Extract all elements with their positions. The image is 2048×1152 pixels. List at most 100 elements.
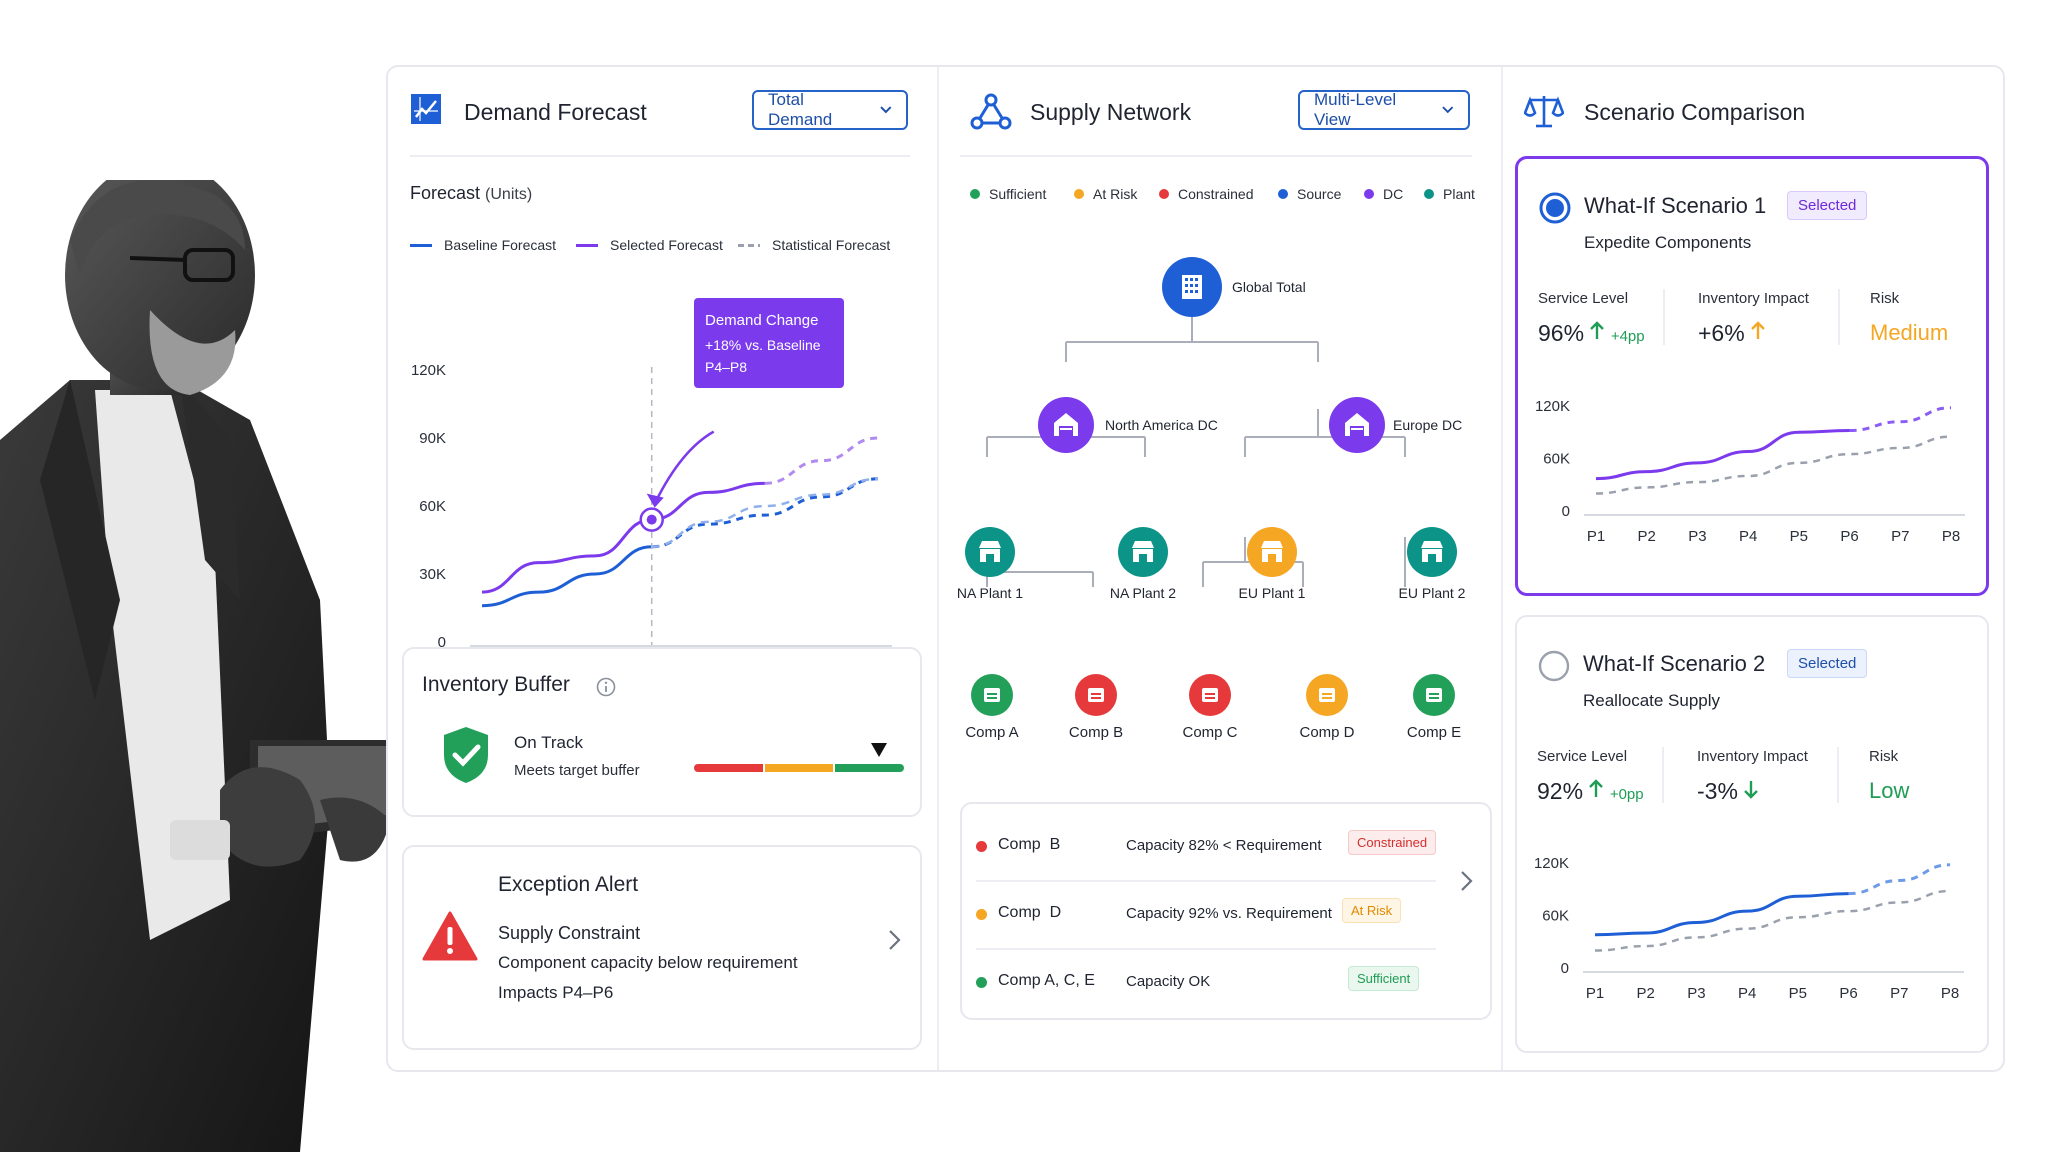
legend-constrained: Constrained	[1159, 186, 1254, 202]
status-dot	[976, 909, 987, 920]
exception-line2: Impacts P4–P6	[498, 983, 614, 1002]
node-compA-label: Comp A	[965, 724, 1019, 741]
gauge-marker-icon	[871, 743, 887, 757]
status-row-detail: Capacity 82% < Requirement	[1126, 837, 1322, 854]
node-compC-icon[interactable]	[1189, 674, 1231, 716]
chart-unit-text: (Units)	[485, 186, 533, 203]
total-demand-dropdown[interactable]: Total Demand	[752, 90, 908, 130]
node-na2-icon[interactable]	[1118, 527, 1168, 577]
node-eu1-label: EU Plant 1	[1238, 585, 1306, 601]
node-eu2-icon[interactable]	[1407, 527, 1457, 577]
x-tick-label: P1	[1587, 528, 1605, 545]
series-line-projection	[651, 477, 879, 549]
x-tick-label: P2	[1638, 528, 1656, 545]
scenario-chart: 0 60K 120K P1 P2 P3 P4 P5 P6 P7 P8	[1535, 398, 1965, 545]
series-line	[481, 481, 765, 594]
arrow-up-icon	[1751, 321, 1765, 339]
info-icon[interactable]	[596, 677, 616, 697]
x-tick-label: P4	[1738, 985, 1756, 1002]
node-na1-icon[interactable]	[965, 527, 1015, 577]
node-eu_dc-icon[interactable]	[1329, 397, 1385, 453]
exception-heading: Supply Constraint	[498, 923, 641, 943]
selected-badge: Selected	[1787, 649, 1868, 678]
demand-change-callout: Demand Change +18% vs. Baseline P4–P8	[694, 298, 844, 388]
y-tick-label: 60K	[419, 498, 446, 515]
node-eu1-icon[interactable]	[1247, 527, 1297, 577]
node-compD-icon[interactable]	[1306, 674, 1348, 716]
x-tick-label: P8	[1941, 985, 1959, 1002]
node-na1-label: NA Plant 1	[956, 585, 1024, 601]
multi-level-view-dropdown[interactable]: Multi-Level View	[1298, 90, 1470, 130]
inventory-status: On Track	[514, 733, 583, 752]
inventory-sub: Meets target buffer	[514, 762, 640, 779]
x-tick-label: P4	[1739, 528, 1757, 545]
node-na2-label: NA Plant 2	[1109, 585, 1177, 601]
status-row[interactable]: Comp B Capacity 82% < Requirement Constrai…	[962, 830, 1442, 870]
scenario-name: What-If Scenario 1	[1584, 193, 1767, 218]
arrow-up-icon	[1590, 321, 1605, 339]
inventory-impact-label: Inventory Impact	[1697, 748, 1808, 765]
risk-value: Low	[1869, 778, 1910, 803]
y-tick-label: 30K	[419, 566, 446, 583]
callout-line2: P4–P8	[705, 359, 748, 375]
node-global-icon[interactable]	[1162, 257, 1222, 317]
x-tick-label: P1	[1586, 985, 1604, 1002]
node-compB-icon[interactable]	[1075, 674, 1117, 716]
node-compD-label: Comp D	[1299, 724, 1355, 741]
series-line-projection	[1595, 435, 1952, 495]
callout-arrowhead	[646, 493, 664, 508]
chevron-right-icon[interactable]	[1460, 870, 1474, 892]
scenario-card[interactable]: What-If Scenario 2 Selected Reallocate Sup…	[1515, 615, 1989, 1053]
y-tick-label: 0	[1561, 960, 1569, 977]
node-na_dc-icon[interactable]	[1038, 397, 1094, 453]
x-tick-label: P3	[1687, 985, 1705, 1002]
radio-selected-icon[interactable]	[1538, 191, 1572, 225]
inventory-impact-label: Inventory Impact	[1698, 290, 1809, 307]
dropdown-value: Multi-Level View	[1314, 90, 1397, 129]
supply-network-title: Supply Network	[1030, 99, 1192, 125]
inventory-buffer-title: Inventory Buffer	[422, 673, 570, 696]
service-level-value: 96% +4pp	[1538, 320, 1645, 346]
column-divider	[937, 67, 939, 1070]
service-level-value: 92% +0pp	[1537, 778, 1644, 804]
status-dot	[976, 841, 987, 852]
status-row-name: Comp D	[998, 904, 1062, 921]
inventory-impact-value: +6%	[1698, 320, 1765, 347]
x-tick-label: P5	[1789, 985, 1807, 1002]
service-level-label: Service Level	[1537, 748, 1628, 765]
y-tick-label: 60K	[1542, 908, 1569, 925]
legend-source: Source	[1278, 186, 1341, 202]
shield-check-icon	[444, 727, 488, 783]
node-global-label: Global Total	[1232, 279, 1306, 295]
status-row[interactable]: Comp D Capacity 92% vs. Requirement At Ris…	[962, 898, 1442, 938]
risk-label: Risk	[1869, 748, 1899, 765]
legend-at-risk: At Risk	[1074, 186, 1137, 202]
buffer-gauge	[694, 764, 905, 772]
highlight-point	[646, 514, 657, 525]
radio-unselected-icon[interactable]	[1537, 649, 1571, 683]
status-row[interactable]: Comp A, C, E Capacity OK Sufficient	[962, 966, 1442, 1006]
x-tick-label: P2	[1637, 985, 1655, 1002]
series-line	[481, 545, 652, 608]
series-line-projection	[1849, 406, 1952, 432]
exception-alert-card[interactable]: Exception Alert Supply Constraint Compon…	[402, 845, 922, 1050]
node-eu_dc-label: Europe DC	[1393, 417, 1463, 433]
node-compA-icon[interactable]	[971, 674, 1013, 716]
x-tick-label: P8	[1942, 528, 1960, 545]
node-compE-icon[interactable]	[1413, 674, 1455, 716]
scenario-card[interactable]: What-If Scenario 1 Selected Expedite Compo…	[1515, 156, 1989, 596]
chevron-down-icon	[1442, 106, 1454, 114]
x-tick-label: P5	[1790, 528, 1808, 545]
dropdown-value: Total Demand	[768, 90, 833, 129]
callout-pointer	[654, 430, 715, 503]
x-tick-label: P7	[1891, 528, 1909, 545]
series-line-projection	[764, 436, 879, 485]
status-tag: At Risk	[1342, 898, 1402, 923]
inventory-impact-value: -3%	[1697, 778, 1759, 805]
x-tick-label: P6	[1839, 985, 1857, 1002]
chevron-right-icon[interactable]	[888, 929, 902, 951]
forecast-chart-title: Forecast (Units)	[410, 183, 532, 204]
column-divider	[1501, 67, 1503, 1070]
demand-forecast-title: Demand Forecast	[464, 99, 647, 125]
x-tick-label: P6	[1840, 528, 1858, 545]
